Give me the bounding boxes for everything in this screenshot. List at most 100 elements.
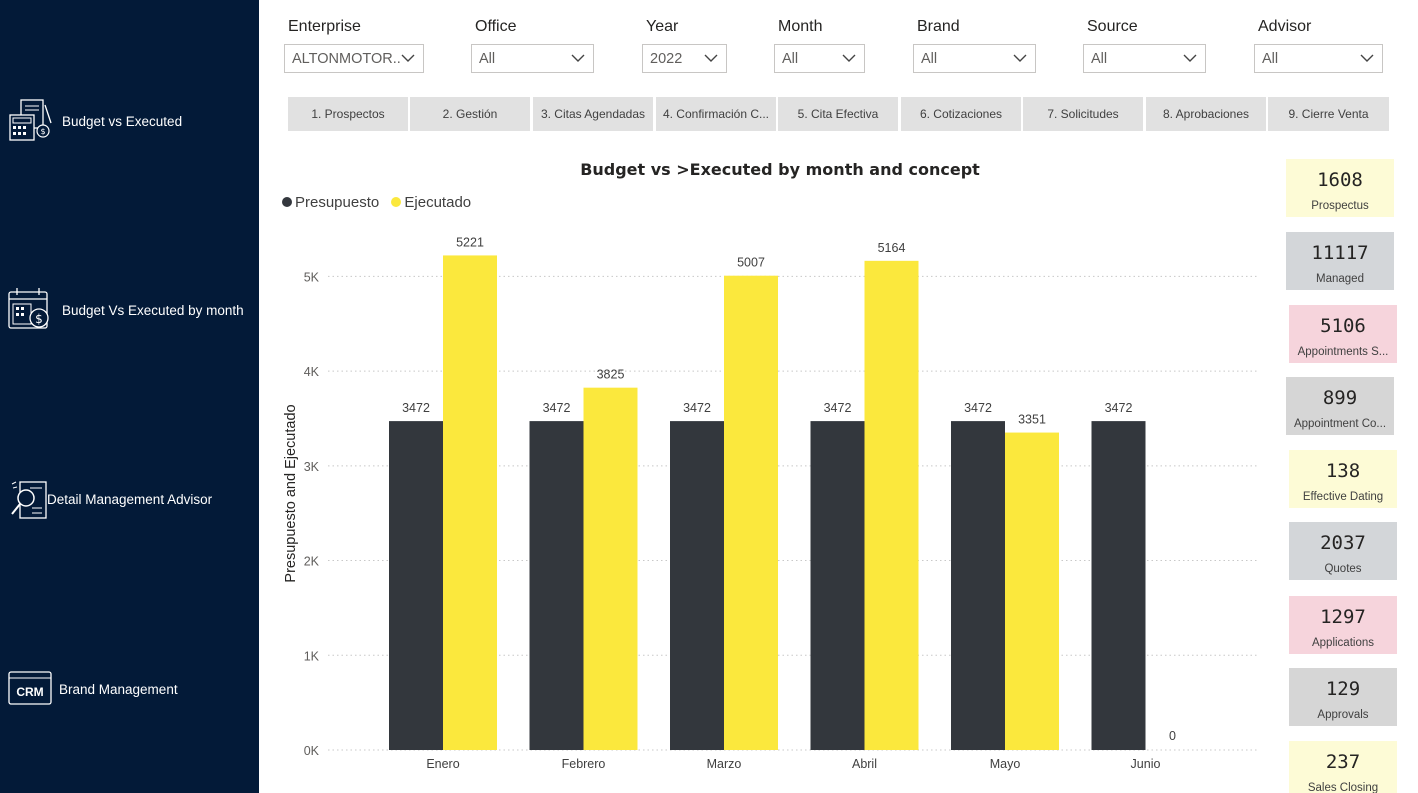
dropdown-value: ALTONMOTOR... [292,51,402,67]
bar-ejecutado [583,387,638,750]
data-label: 3825 [597,368,625,382]
bar-presupuesto [389,421,443,750]
chevron-down-icon [571,54,585,62]
filter-label: Brand [917,18,960,35]
x-tick-label: Enero [426,757,459,771]
bar-chart: 0K 1K 2K 3K 4K 5K Presupuesto and Ejecutado 347… [283,235,1258,771]
nav-detail-management-advisor[interactable]: Detail Management Advisor [0,478,259,538]
legend-item-presupuesto[interactable]: Presupuesto [282,194,379,211]
x-tick-label: Febrero [562,757,606,771]
y-tick-label: 1K [304,649,320,663]
kpi-value: 129 [1325,678,1361,700]
calendar-money-icon: $ [8,288,49,329]
filter-label: Enterprise [288,18,361,35]
y-tick-label: 2K [304,555,320,569]
kpi-label: Prospectus [1311,200,1369,212]
nav-label: Brand Management [59,682,178,697]
y-tick-label: 3K [304,460,320,474]
document-search-icon [11,481,47,519]
chevron-down-icon [842,54,856,62]
nav-budget-vs-executed-by-month[interactable]: $ Budget Vs Executed by month [0,286,259,346]
tab-cotizaciones[interactable]: 6. Cotizaciones [901,97,1021,131]
kpi-label: Managed [1316,273,1364,285]
y-axis-title: Presupuesto and Ejecutado [283,404,299,582]
kpi-label: Quotes [1324,563,1362,575]
kpi-label: Sales Closing [1307,782,1379,793]
bar-ejecutado [443,255,497,751]
dropdown-value: All [1091,51,1108,67]
filter-label: Office [475,18,517,35]
kpi-card: 11117 Managed [1286,232,1394,290]
tab-confirmacion-citas[interactable]: 4. Confirmación C... [656,97,776,131]
month-dropdown[interactable]: All [774,44,865,73]
kpi-card: 899 Appointment Co... [1286,377,1394,435]
kpi-card: 237 Sales Closing [1289,741,1397,793]
data-label: 5164 [878,241,906,255]
brand-dropdown[interactable]: All [913,44,1036,73]
legend-dot [282,197,292,207]
kpi-label: Approvals [1317,709,1369,721]
kpi-card: 1297 Applications [1289,596,1397,654]
dropdown-value: All [921,51,938,67]
x-tick-label: Junio [1131,757,1161,771]
dropdown-value: All [782,51,799,67]
tab-solicitudes[interactable]: 7. Solicitudes [1023,97,1143,131]
kpi-card: 5106 Appointments S... [1289,305,1397,363]
svg-text:$: $ [40,127,45,136]
bar-presupuesto [810,421,865,750]
kpi-label: Appointments S... [1297,346,1389,358]
dropdown-value: 2022 [650,51,683,67]
kpi-card: 1608 Prospectus [1286,159,1394,217]
year-dropdown[interactable]: 2022 [642,44,727,73]
data-label: 5007 [737,256,765,270]
kpi-value: 899 [1322,387,1358,409]
tab-prospectos[interactable]: 1. Prospectos [288,97,408,131]
tab-cierre-venta[interactable]: 9. Cierre Venta [1268,97,1389,131]
tab-gestion[interactable]: 2. Gestión [410,97,530,131]
y-tick-label: 4K [304,365,320,379]
chevron-down-icon [704,54,718,62]
bar-ejecutado [1005,432,1059,750]
kpi-value: 1608 [1317,169,1363,191]
data-label: 3472 [964,401,992,415]
kpi-card: 138 Effective Dating [1289,450,1397,508]
filter-label: Year [646,18,679,35]
kpi-card: 129 Approvals [1289,668,1397,726]
svg-text:CRM: CRM [16,685,43,699]
data-label: 0 [1169,729,1176,743]
kpi-value: 2037 [1320,532,1366,554]
chevron-down-icon [401,54,415,62]
source-dropdown[interactable]: All [1083,44,1206,73]
kpi-value: 5106 [1320,315,1366,337]
tab-cita-efectiva[interactable]: 5. Cita Efectiva [778,97,898,131]
kpi-label: Appointment Co... [1293,418,1387,430]
x-tick-label: Abril [852,757,877,771]
bar-presupuesto [529,421,584,750]
chevron-down-icon [1360,54,1374,62]
nav-budget-vs-executed[interactable]: $ Budget vs Executed [0,97,259,157]
bar-ejecutado [724,275,778,750]
crm-icon: CRM [8,671,52,705]
bar-presupuesto [951,421,1005,750]
legend-item-ejecutado[interactable]: Ejecutado [391,194,471,211]
chevron-down-icon [1183,54,1197,62]
y-tick-label: 5K [304,270,320,284]
svg-text:$: $ [35,312,43,326]
enterprise-dropdown[interactable]: ALTONMOTOR... [284,44,424,73]
sidebar: $ Budget vs Executed $ Budget Vs Execute… [0,0,259,793]
data-label: 3472 [683,401,711,415]
dropdown-value: All [1262,51,1279,67]
tab-aprobaciones[interactable]: 8. Aprobaciones [1146,97,1266,131]
dropdown-value: All [479,51,496,67]
nav-label: Detail Management Advisor [47,492,213,507]
legend-label: Presupuesto [295,194,380,211]
kpi-label: Applications [1311,637,1374,649]
office-dropdown[interactable]: All [471,44,594,73]
nav-brand-management[interactable]: CRM Brand Management [0,668,259,728]
x-tick-label: Mayo [990,757,1021,771]
chevron-down-icon [1013,54,1027,62]
legend-label: Ejecutado [404,194,472,211]
advisor-dropdown[interactable]: All [1254,44,1383,73]
bar-ejecutado [864,260,919,750]
tab-citas-agendadas[interactable]: 3. Citas Agendadas [533,97,653,131]
